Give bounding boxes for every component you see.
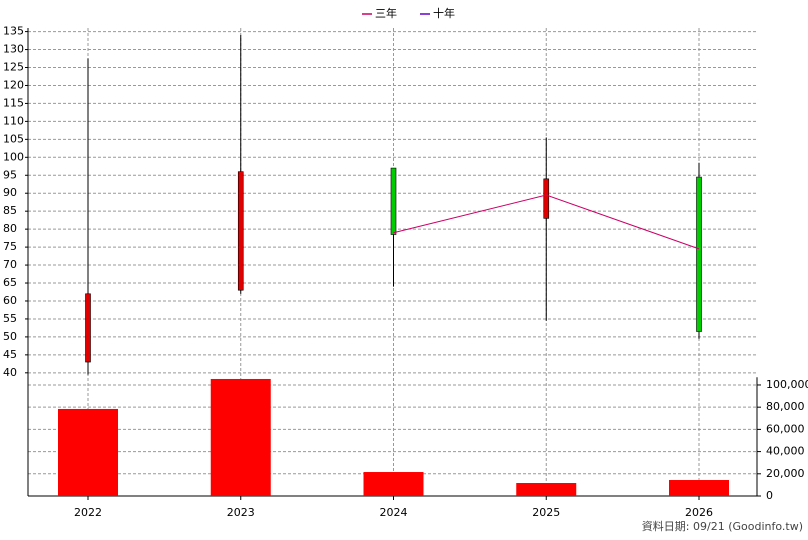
y2-tick-label: 100,000 [766, 378, 808, 391]
average-line [393, 194, 700, 250]
y-tick-label: 135 [3, 25, 24, 38]
y-tick-label: 95 [3, 168, 17, 181]
volume-bar [669, 480, 729, 496]
candle-body [696, 176, 702, 332]
y2-tick-label: 80,000 [766, 400, 805, 413]
x-tick-label: 2024 [380, 506, 408, 519]
y2-tick-label: 0 [766, 489, 773, 502]
volume-bar [210, 378, 271, 496]
y-tick-label: 110 [3, 114, 24, 127]
candle-body [543, 178, 550, 219]
y-tick-label: 45 [3, 348, 17, 361]
y-tick-label: 105 [3, 132, 24, 145]
x-tick-label: 2022 [74, 506, 102, 519]
y-tick-label: 55 [3, 312, 17, 325]
y-tick-label: 85 [3, 204, 17, 217]
plot-area [28, 28, 757, 496]
y-tick-label: 80 [3, 222, 17, 235]
legend-label: 三年 [375, 6, 397, 20]
y2-tick-label: 20,000 [766, 467, 805, 480]
legend-label: 十年 [433, 6, 455, 20]
y2-tick-label: 40,000 [766, 445, 805, 458]
candle-body [85, 293, 91, 363]
y-tick-label: 100 [3, 150, 24, 163]
y-tick-label: 130 [3, 43, 24, 56]
x-tick-label: 2025 [532, 506, 560, 519]
y-tick-label: 60 [3, 294, 17, 307]
y-tick-label: 75 [3, 240, 17, 253]
candle-body [237, 171, 244, 291]
y2-tick-label: 60,000 [766, 422, 805, 435]
x-tick-label: 2023 [227, 506, 255, 519]
x-tick-label: 2026 [685, 506, 713, 519]
y-tick-label: 40 [3, 366, 17, 379]
y-tick-label: 90 [3, 186, 17, 199]
y-tick-label: 115 [3, 96, 24, 109]
y-tick-label: 70 [3, 258, 17, 271]
volume-bar [58, 408, 118, 496]
y-tick-label: 65 [3, 276, 17, 289]
volume-bar [363, 472, 424, 496]
candle-body [390, 167, 397, 235]
y-tick-label: 120 [3, 78, 24, 91]
source-note: 資料日期: 09/21 (Goodinfo.tw) [642, 519, 803, 533]
y-tick-label: 125 [3, 61, 24, 74]
y-tick-label: 50 [3, 330, 17, 343]
volume-bar [516, 483, 577, 496]
